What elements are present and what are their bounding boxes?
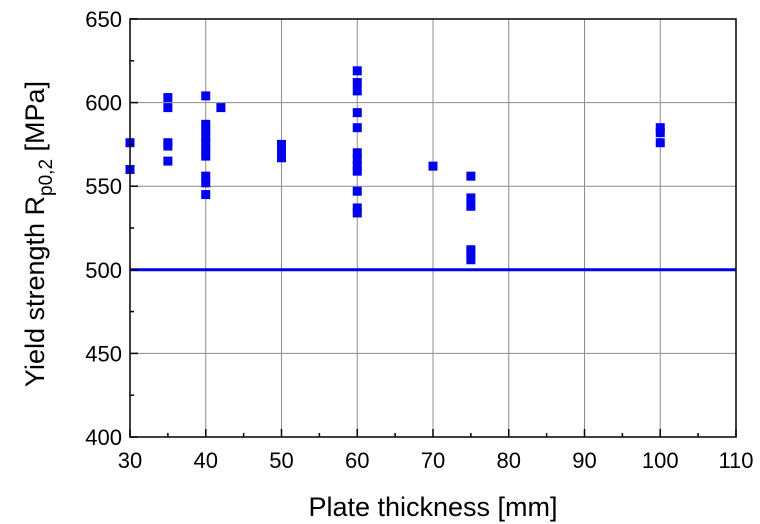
data-point [655,138,665,148]
data-point [201,126,211,136]
data-point [352,86,362,96]
data-point [163,156,173,166]
y-tick-label: 600 [85,91,122,116]
x-tick-label: 70 [421,448,445,473]
y-tick-label: 500 [85,258,122,283]
data-point [352,66,362,76]
tick-labels: 30 40 50 60 70 80 90 100 110 400 450 500 550 600 650 [85,7,753,473]
y-axis-title-main: Yield strength R [20,196,50,387]
x-tick-label: 80 [497,448,521,473]
data-point [352,208,362,218]
data-point [201,91,211,101]
data-points [125,66,665,265]
data-point [201,133,211,143]
x-tick-label: 100 [642,448,679,473]
x-tick-label: 30 [118,448,142,473]
y-axis-title-unit: [MPa] [20,81,50,159]
data-point [466,193,476,203]
data-point [655,123,665,133]
data-point [163,141,173,151]
data-point [466,171,476,181]
data-point [201,190,211,200]
y-tick-label: 450 [85,341,122,366]
x-tick-label: 40 [194,448,218,473]
y-tick-label: 550 [85,174,122,199]
data-point [352,148,362,158]
data-point [201,151,211,161]
data-point [352,78,362,88]
data-point [352,186,362,196]
data-point [428,161,438,171]
data-point [201,138,211,148]
y-tick-label: 650 [85,7,122,32]
data-point [277,153,286,163]
x-tick-label: 90 [572,448,596,473]
y-axis-title-subscript: p0,2 [36,159,57,196]
data-point [163,103,173,113]
x-axis-title: Plate thickness [mm] [308,492,557,522]
data-point [277,146,286,156]
data-point [466,245,476,255]
data-point [352,123,362,133]
y-axis-title: Yield strength Rp0,2 [MPa] [20,81,57,387]
data-point [352,108,362,118]
data-point [352,166,362,176]
x-tick-label: 50 [269,448,293,473]
data-point [352,161,362,171]
data-point [201,178,211,188]
x-tick-label: 60 [345,448,369,473]
data-point [277,139,286,149]
data-point [201,144,211,154]
data-point [163,93,173,103]
axis-ticks [129,18,737,438]
data-point [216,103,226,113]
data-point [201,119,211,129]
data-point [466,201,476,211]
data-point [352,203,362,213]
y-tick-label: 400 [85,425,122,450]
data-point [466,255,476,265]
x-tick-label: 110 [718,448,753,473]
data-point [655,128,665,138]
data-point [352,154,362,164]
data-point [466,250,476,260]
data-point [201,171,211,181]
grid-lines [130,19,736,437]
